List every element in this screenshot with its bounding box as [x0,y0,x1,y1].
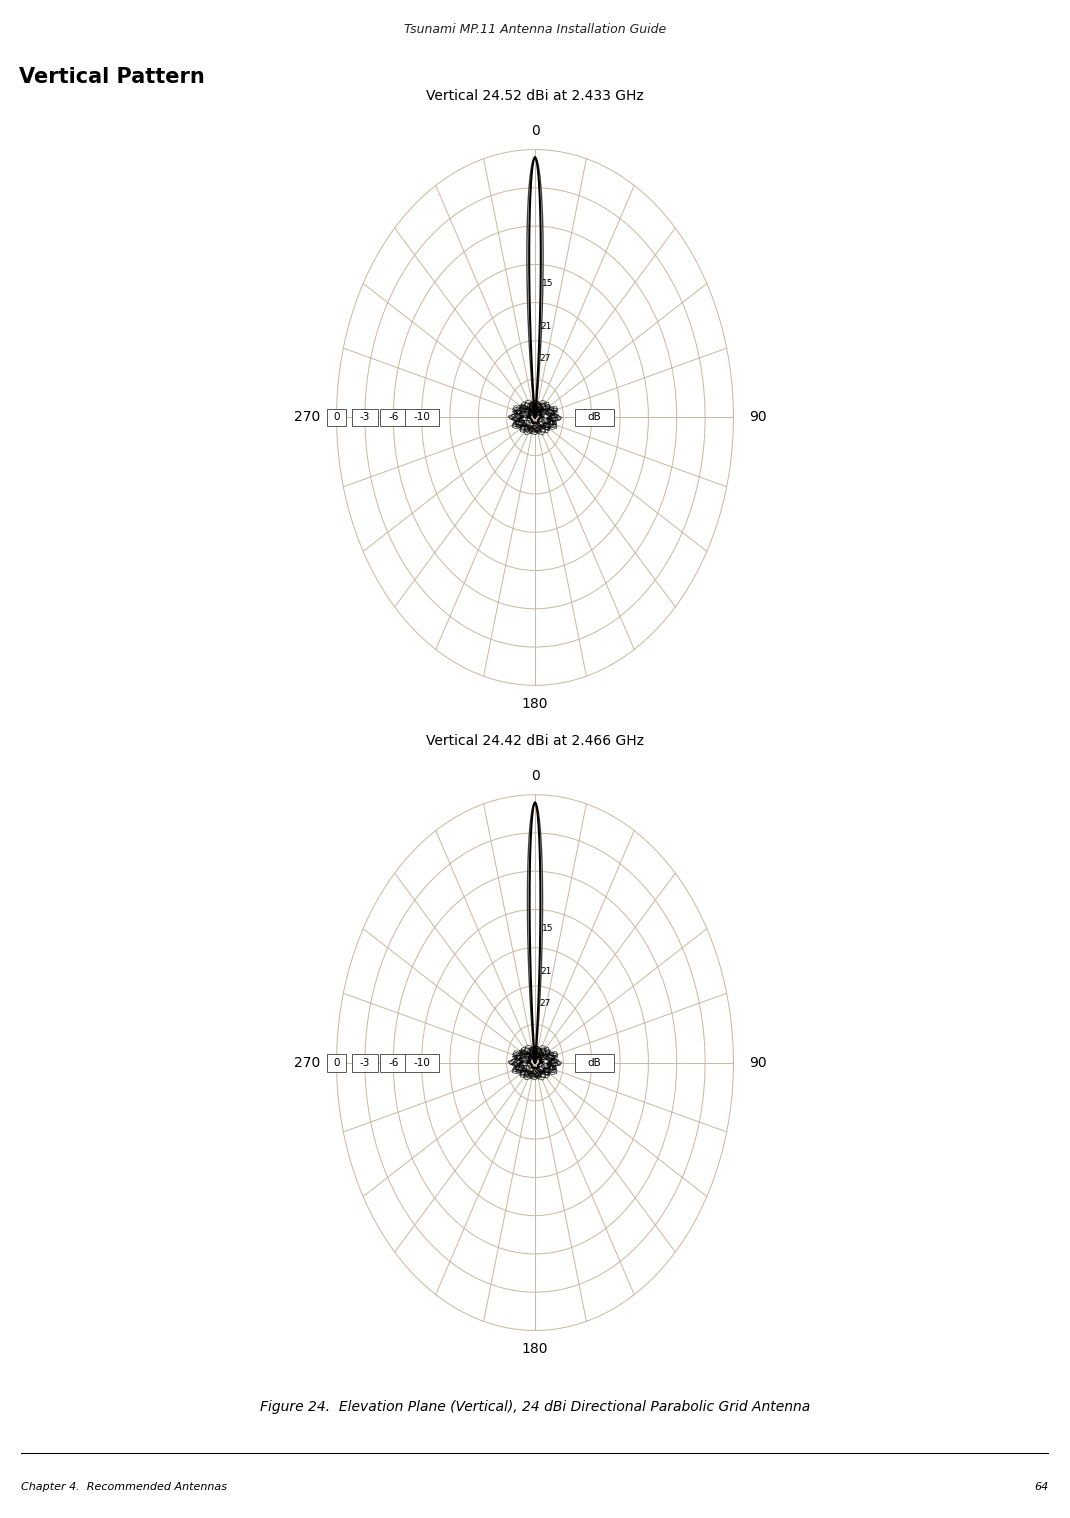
Text: 21: 21 [540,322,552,331]
Text: 0: 0 [531,123,539,138]
FancyBboxPatch shape [404,1053,439,1072]
FancyBboxPatch shape [352,408,378,427]
FancyBboxPatch shape [575,1053,614,1072]
Text: Vertical Pattern: Vertical Pattern [19,67,205,88]
Text: 0: 0 [531,768,539,783]
Text: -6: -6 [388,413,398,422]
Text: 64: 64 [1035,1482,1049,1492]
Text: dB: dB [587,413,601,422]
Text: Vertical 24.42 dBi at 2.466 GHz: Vertical 24.42 dBi at 2.466 GHz [426,733,644,748]
Text: Chapter 4.  Recommended Antennas: Chapter 4. Recommended Antennas [21,1482,228,1492]
Text: 27: 27 [539,999,551,1008]
Text: -10: -10 [413,413,430,422]
Text: 0: 0 [334,1058,340,1067]
FancyBboxPatch shape [326,1053,347,1072]
Text: Figure 24.  Elevation Plane (Vertical), 24 dBi Directional Parabolic Grid Antenn: Figure 24. Elevation Plane (Vertical), 2… [260,1400,810,1415]
Text: 27: 27 [539,354,551,363]
Text: 180: 180 [522,1342,548,1357]
Text: 270: 270 [294,1055,321,1070]
FancyBboxPatch shape [404,408,439,427]
Text: 90: 90 [749,1055,767,1070]
Text: -10: -10 [413,1058,430,1067]
Text: 21: 21 [540,967,552,976]
Text: 90: 90 [749,410,767,425]
Text: 270: 270 [294,410,321,425]
Text: -3: -3 [360,1058,370,1067]
FancyBboxPatch shape [352,1053,378,1072]
FancyBboxPatch shape [381,1053,407,1072]
Text: Vertical 24.52 dBi at 2.433 GHz: Vertical 24.52 dBi at 2.433 GHz [426,88,644,103]
Text: 180: 180 [522,697,548,712]
Text: dB: dB [587,1058,601,1067]
FancyBboxPatch shape [575,408,614,427]
Text: 15: 15 [542,279,553,288]
Text: 15: 15 [542,924,553,934]
Text: 0: 0 [334,413,340,422]
FancyBboxPatch shape [381,408,407,427]
FancyBboxPatch shape [326,408,347,427]
Text: -3: -3 [360,413,370,422]
Text: -6: -6 [388,1058,398,1067]
Text: Tsunami MP.11 Antenna Installation Guide: Tsunami MP.11 Antenna Installation Guide [403,23,667,36]
